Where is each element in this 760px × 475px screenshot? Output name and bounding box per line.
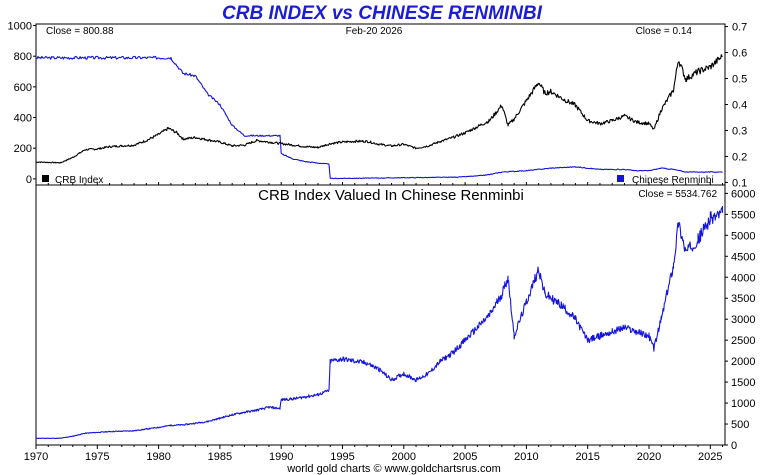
bottom-right-tick-label: 1000 (731, 398, 755, 410)
bottom-right-tick-label: 3000 (731, 314, 755, 326)
top-right-tick-label: 0.5 (732, 74, 747, 86)
top-right-tick-label: 0.3 (732, 125, 747, 137)
x-tick-label: 1975 (85, 451, 109, 463)
top-right-tick-label: 0.6 (732, 48, 747, 60)
bottom-close: Close = 5534.762 (638, 189, 717, 200)
top-close-left: Close = 800.88 (46, 26, 114, 37)
top-right-tick-label: 0.7 (732, 22, 747, 34)
top-left-tick-label: 800 (14, 51, 32, 63)
cny-series-line (35, 55, 723, 180)
bottom-title: CRB Index Valued In Chinese Renminbi (258, 187, 524, 204)
bottom-right-tick-label: 4000 (731, 272, 755, 284)
x-tick-label: 1970 (24, 451, 48, 463)
bottom-right-tick-label: 5500 (731, 209, 755, 221)
x-tick-label: 1990 (269, 451, 293, 463)
bottom-right-tick-label: 1500 (731, 377, 755, 389)
top-close-right: Close = 0.14 (636, 26, 693, 37)
bottom-panel: CRB Index Valued In Chinese Renminbi Clo… (35, 184, 726, 446)
bottom-right-tick-label: 4500 (731, 251, 755, 263)
x-tick-label: 2020 (637, 451, 661, 463)
x-tick-label: 1985 (208, 451, 232, 463)
top-panel: Close = 800.88 Feb-20 2026 Close = 0.14 … (35, 23, 726, 186)
x-tick-label: 2025 (698, 451, 722, 463)
bottom-panel-frame (35, 184, 726, 446)
legend-cny-swatch (617, 175, 624, 182)
legend-cny-label: Chinese Renminbi (632, 175, 714, 186)
legend-crb-label: CRB Index (55, 175, 103, 186)
top-left-tick-label: 600 (14, 82, 32, 94)
bottom-right-tick-label: 3500 (731, 293, 755, 305)
crb-in-cny-series-line (35, 205, 724, 440)
legend-crb-swatch (42, 175, 49, 182)
x-tick-label: 1995 (330, 451, 354, 463)
footer-credit: world gold charts © www.goldchartsrus.co… (286, 463, 501, 475)
bottom-right-tick-label: 2000 (731, 356, 755, 368)
top-right-tick-label: 0.2 (732, 151, 747, 163)
top-right-tick-label: 0.1 (732, 177, 747, 189)
top-left-tick-label: 1000 (8, 21, 32, 33)
top-date-label: Feb-20 2026 (346, 26, 403, 37)
x-tick-label: 2005 (453, 451, 477, 463)
top-panel-frame (35, 23, 726, 186)
top-left-tick-label: 200 (14, 143, 32, 155)
bottom-right-tick-label: 500 (731, 419, 749, 431)
x-tick-label: 2015 (575, 451, 599, 463)
bottom-right-tick-label: 2500 (731, 335, 755, 347)
x-tick-label: 2010 (514, 451, 538, 463)
top-left-tick-label: 400 (14, 113, 32, 125)
bottom-right-tick-label: 5000 (731, 230, 755, 242)
crb-series-line (36, 54, 723, 164)
bottom-right-tick-label: 0 (731, 440, 737, 452)
chart-title: CRB INDEX vs CHINESE RENMINBI (222, 3, 543, 24)
top-right-tick-label: 0.4 (732, 100, 747, 112)
bottom-right-tick-label: 6000 (731, 188, 755, 200)
x-tick-label: 2000 (392, 451, 416, 463)
top-left-tick-label: 0 (26, 174, 32, 186)
x-tick-label: 1980 (146, 451, 170, 463)
